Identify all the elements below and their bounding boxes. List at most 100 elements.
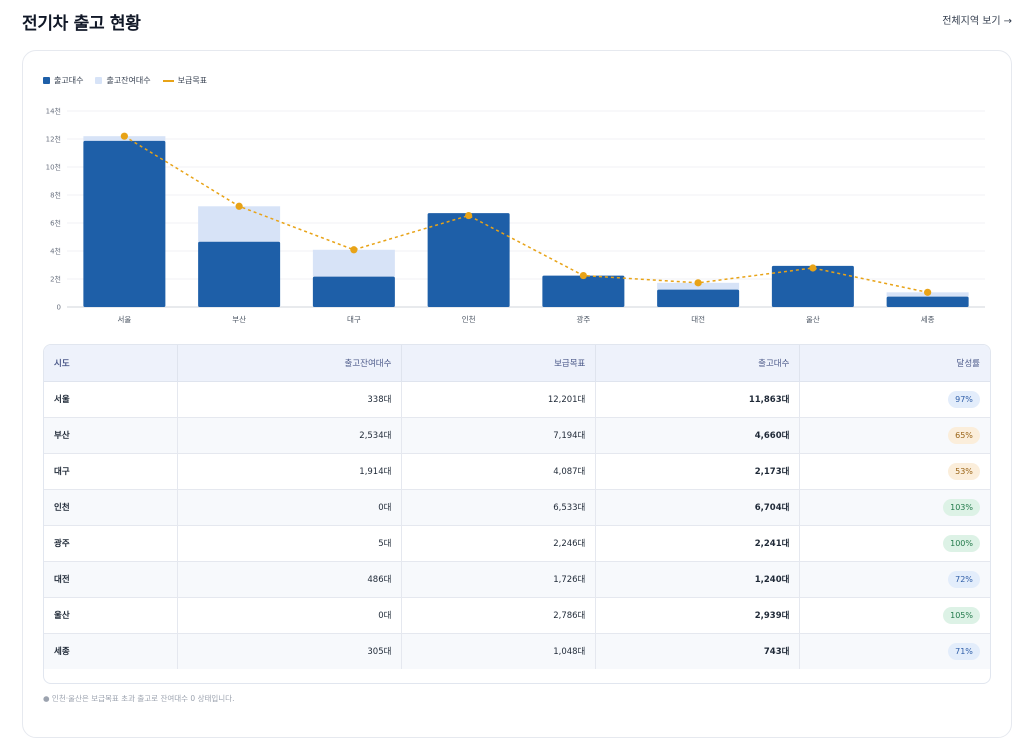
bar-shipped [427,213,510,307]
column-header-shipped[interactable]: 출고대수 [595,345,801,382]
view-all-label: 전체지역 보기 [942,16,1001,27]
y-tick-label: 6천 [50,219,61,228]
column-header-remaining[interactable]: 출고잔여대수 [177,345,403,382]
view-all-regions-link[interactable]: 전체지역 보기 → [942,12,1012,27]
column-header-rate[interactable]: 달성률 [799,345,990,382]
cell-target: 1,048대 [401,633,597,669]
x-tick-label: 인천 [462,314,476,324]
cell-region: 세종 [44,633,178,669]
legend-label-shipped: 출고대수 [54,76,84,85]
y-tick-label: 12천 [46,135,61,144]
cell-region: 인천 [44,489,178,526]
target-point [579,271,587,280]
legend-label-remaining: 출고잔여대수 [106,76,151,85]
cell-region: 서울 [44,381,178,418]
bar-shipped [312,276,395,307]
rate-badge: 53% [948,462,980,480]
column-header-region[interactable]: 시도 [44,345,178,382]
cell-target: 4,087대 [401,453,597,490]
x-tick-label: 대구 [347,315,361,324]
cell-target: 2,786대 [401,597,597,634]
legend-swatch-shipped [43,77,50,84]
legend-item-target[interactable]: 보급목표 [162,75,208,86]
y-tick-label: 0 [57,304,61,312]
x-tick-label: 서울 [117,315,131,324]
arrow-right-icon: → [1003,16,1012,27]
x-tick-label: 울산 [806,314,820,324]
bar-shipped [657,289,740,307]
y-tick-label: 2천 [50,275,61,284]
x-tick-label: 부산 [232,314,246,324]
table-row[interactable]: 부산 2,534대 7,194대 4,660대 65% [44,417,990,454]
cell-target: 2,246대 [401,525,597,562]
target-point [120,132,128,140]
rate-badge: 100% [943,534,980,552]
y-tick-label: 4천 [50,247,61,256]
table-row[interactable]: 광주 5대 2,246대 2,241대 100% [44,525,990,562]
page-title: 전기차 출고 현황 [22,14,141,34]
page-header: 전기차 출고 현황 전체지역 보기 → [22,0,1012,42]
table-header-row: 시도 출고잔여대수 보급목표 출고대수 달성률 [44,345,990,382]
target-point [924,288,932,296]
cell-region: 울산 [44,597,178,634]
y-tick-label: 8천 [50,191,61,200]
table-row[interactable]: 서울 338대 12,201대 11,863대 97% [44,381,990,418]
target-point [694,279,702,287]
cell-shipped: 1,240대 [595,561,801,598]
cell-remaining: 1,914대 [177,453,403,490]
legend-label-target: 보급목표 [177,76,208,85]
cell-target: 12,201대 [401,381,597,418]
cell-remaining: 338대 [177,381,403,418]
cell-target: 6,533대 [401,489,597,526]
target-point [235,202,243,210]
chart-legend: 출고대수 출고잔여대수 보급목표 [43,75,207,86]
target-point [809,264,817,272]
legend-item-shipped[interactable]: 출고대수 [43,75,83,86]
cell-shipped: 11,863대 [595,381,801,418]
cell-region: 부산 [44,417,178,454]
table-row[interactable]: 울산 0대 2,786대 2,939대 105% [44,597,990,634]
cell-remaining: 5대 [177,525,403,562]
bar-remaining [312,249,395,277]
cell-shipped: 6,704대 [595,489,801,526]
cell-remaining: 0대 [177,597,403,634]
cell-remaining: 2,534대 [177,417,403,454]
target-point [350,246,358,254]
cell-remaining: 0대 [177,489,403,526]
bar-remaining [198,206,281,242]
target-point [465,211,473,220]
legend-swatch-target [162,79,174,82]
table-row[interactable]: 세종 305대 1,048대 743대 71% [44,633,990,669]
region-table: 시도 출고잔여대수 보급목표 출고대수 달성률 서울 338대 12,201대 … [44,345,990,669]
rate-badge: 71% [948,642,980,660]
rate-badge: 72% [948,570,980,588]
cell-shipped: 2,241대 [595,525,801,562]
ev-shipment-card: 출고대수 출고잔여대수 보급목표 0 2천 4천 6천 8천 10천 12천 14천 서울 부산 대… [22,50,1012,738]
column-header-target[interactable]: 보급목표 [401,345,597,382]
rate-badge: 103% [943,498,980,516]
x-tick-label: 세종 [921,315,935,324]
legend-item-remaining[interactable]: 출고잔여대수 [95,75,151,86]
cell-shipped: 2,939대 [595,597,801,634]
region-table-container: 시도 출고잔여대수 보급목표 출고대수 달성률 서울 338대 12,201대 … [43,344,991,684]
table-row[interactable]: 인천 0대 6,533대 6,704대 103% [44,489,990,526]
table-row[interactable]: 대구 1,914대 4,087대 2,173대 53% [44,453,990,490]
rate-badge: 97% [948,390,980,408]
rate-badge: 65% [948,426,980,444]
cell-remaining: 486대 [177,561,403,598]
y-tick-label: 10천 [46,163,61,172]
legend-swatch-remaining [95,77,103,84]
cell-target: 1,726대 [401,561,597,598]
bar-shipped [771,265,854,307]
cell-region: 대구 [44,453,178,490]
cell-shipped: 743대 [595,633,801,669]
rate-badge: 105% [943,606,980,624]
bar-shipped [198,241,281,307]
footnote: ● 인천·울산은 보급목표 초과 출고로 잔여대수 0 상태입니다. [43,694,235,703]
y-tick-label: 14천 [46,107,61,116]
table-row[interactable]: 대전 486대 1,726대 1,240대 72% [44,561,990,598]
bar-shipped [542,275,625,307]
cell-target: 7,194대 [401,417,597,454]
cell-remaining: 305대 [177,633,403,669]
